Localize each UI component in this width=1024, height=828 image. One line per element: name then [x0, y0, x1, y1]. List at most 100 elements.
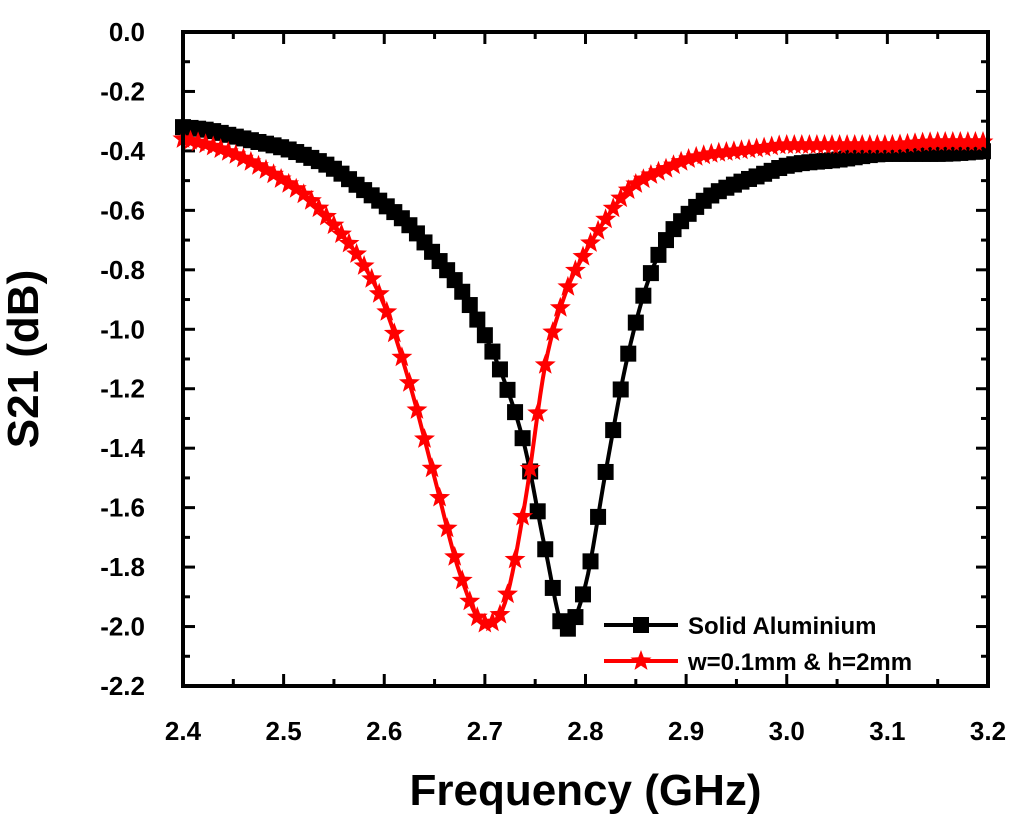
data-point [484, 343, 501, 360]
data-point [240, 150, 262, 171]
data-point [353, 255, 375, 275]
data-point [650, 246, 667, 263]
data-point [567, 609, 584, 626]
data-point [874, 134, 896, 154]
data-point [640, 164, 662, 184]
data-point [655, 157, 677, 178]
data-point [497, 583, 518, 604]
data-point [851, 134, 873, 154]
data-point [635, 287, 652, 304]
data-point [323, 214, 345, 235]
data-point [461, 297, 478, 314]
data-point [544, 579, 561, 596]
data-point [391, 346, 413, 367]
legend-item: Solid Aluminium [604, 613, 876, 640]
data-point [527, 402, 549, 422]
x-tick-label: 2.5 [266, 716, 302, 746]
data-point [248, 154, 269, 175]
data-point [537, 541, 554, 558]
data-point [308, 197, 330, 218]
data-point [210, 138, 232, 158]
data-point [927, 131, 949, 151]
x-axis-ticks: 2.4 2.5 2.6 2.7 2.8 2.9 3.0 3.1 3.2 [165, 32, 1006, 746]
data-point [595, 208, 617, 229]
data-point [557, 275, 579, 296]
data-point [761, 135, 783, 156]
data-point [519, 457, 541, 478]
data-point [542, 321, 564, 341]
data-point [225, 143, 247, 164]
data-point [632, 168, 654, 189]
data-point [582, 553, 599, 570]
data-point [829, 134, 850, 154]
data-point [361, 267, 383, 288]
data-point [512, 505, 534, 526]
x-tick-label: 2.6 [366, 716, 402, 746]
data-point [202, 135, 224, 156]
data-point [791, 134, 813, 154]
y-tick-label: -2.0 [100, 612, 145, 642]
data-point [232, 147, 254, 168]
data-point [368, 282, 390, 303]
y-tick-label: -1.2 [100, 374, 145, 404]
y-tick-label: -2.2 [100, 671, 145, 701]
data-point [398, 371, 420, 392]
data-point [949, 131, 971, 151]
data-point [617, 179, 639, 199]
data-point [776, 134, 798, 154]
legend-marker [633, 617, 649, 633]
data-point [499, 381, 516, 398]
y-tick-label: -1.4 [100, 433, 145, 463]
data-point [912, 131, 934, 152]
data-point [919, 131, 941, 152]
data-point [670, 150, 692, 171]
data-point [693, 144, 715, 165]
data-point [436, 517, 458, 538]
series-line [182, 137, 988, 626]
data-point [278, 172, 300, 193]
data-point [746, 137, 767, 158]
data-point [587, 219, 609, 240]
data-point [504, 548, 526, 569]
legend: Solid Aluminium w=0.1mm & h=2mm [604, 613, 912, 676]
data-point [315, 205, 337, 226]
data-point [300, 189, 322, 210]
data-point [444, 545, 466, 566]
data-point [768, 134, 790, 155]
x-tick-label: 2.9 [668, 716, 704, 746]
data-point [414, 428, 435, 448]
data-point [700, 142, 722, 163]
data-point [469, 311, 486, 328]
data-point [708, 141, 730, 162]
series-w-h-variant [172, 128, 994, 633]
plot-frame [181, 30, 990, 688]
y-tick-label: -1.6 [100, 493, 145, 523]
data-point [605, 422, 622, 439]
y-axis-ticks: 0.0 -0.2 -0.4 -0.6 -0.8 -1.0 -1.2 -1.4 -1.6 -1.8 -… [100, 17, 988, 701]
data-point [451, 569, 473, 590]
x-tick-label: 3.2 [970, 716, 1006, 746]
data-point [942, 131, 964, 151]
y-tick-label: -0.2 [100, 76, 145, 106]
data-point [597, 463, 614, 480]
y-tick-label: -0.4 [100, 136, 145, 166]
data-point [798, 134, 820, 154]
data-point [263, 163, 284, 184]
data-point [625, 173, 647, 193]
data-point [814, 134, 835, 154]
data-point [217, 140, 239, 161]
data-point [897, 132, 918, 153]
data-point [610, 187, 632, 208]
data-point [663, 154, 684, 175]
data-point [346, 243, 367, 263]
data-point [972, 131, 994, 151]
x-tick-label: 2.4 [165, 716, 202, 746]
data-point [620, 345, 637, 362]
data-point [406, 399, 428, 419]
y-tick-label: -1.8 [100, 552, 145, 582]
data-point [421, 457, 443, 478]
data-point [489, 603, 511, 624]
data-point [753, 136, 775, 157]
data-point [514, 430, 531, 447]
legend-marker [630, 650, 652, 670]
